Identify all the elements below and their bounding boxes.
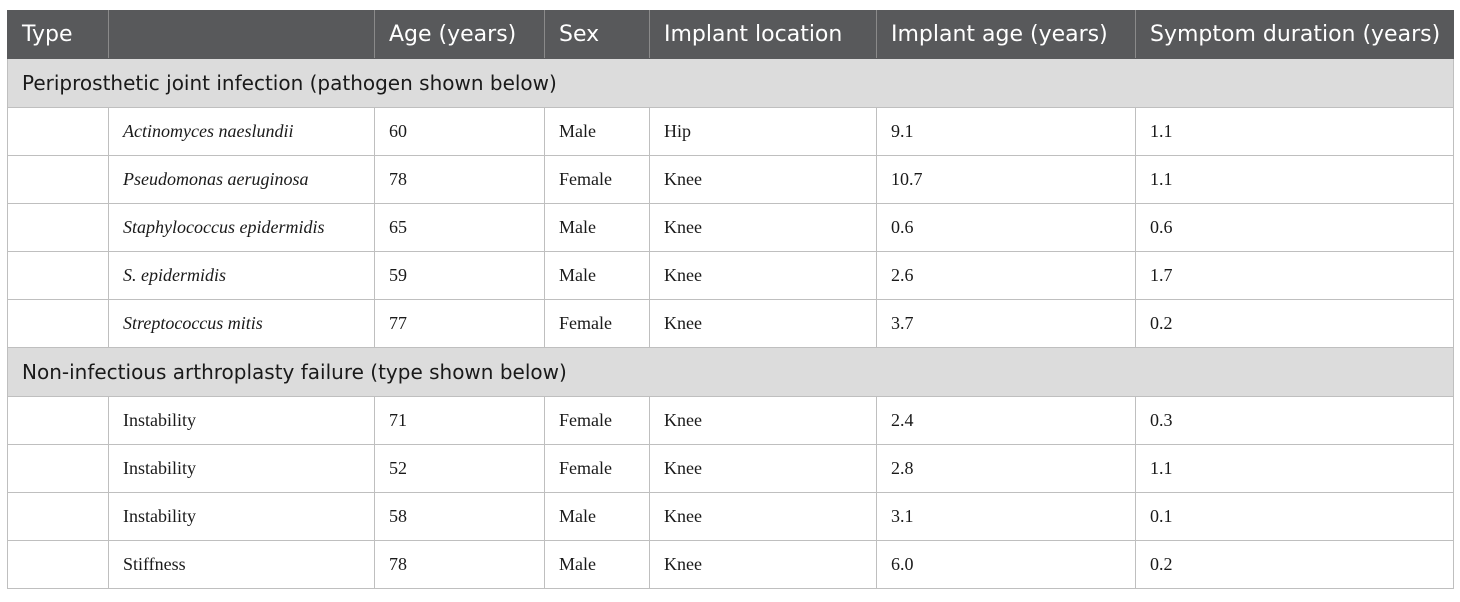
type-cell [7,107,109,156]
header-implant-age: Implant age (years) [876,10,1136,59]
implant-age-cell: 3.1 [876,492,1136,541]
table-row: Actinomyces naeslundii 60 Male Hip 9.1 1.1 [7,107,1454,156]
symptom-duration-cell: 0.6 [1135,203,1454,252]
name-cell: S. epidermidis [108,251,375,300]
type-cell [7,444,109,493]
age-cell: 58 [374,492,545,541]
section-title: Periprosthetic joint infection (pathogen… [7,58,1454,108]
implant-location-cell: Knee [649,396,877,445]
age-cell: 60 [374,107,545,156]
symptom-duration-cell: 0.2 [1135,540,1454,589]
table-row: Streptococcus mitis 77 Female Knee 3.7 0.2 [7,299,1454,348]
table-row: Pseudomonas aeruginosa 78 Female Knee 10.7 1.… [7,155,1454,204]
name-cell: Instability [108,396,375,445]
header-implant-location: Implant location [649,10,877,59]
table-row: Instability 71 Female Knee 2.4 0.3 [7,396,1454,445]
age-cell: 78 [374,155,545,204]
implant-age-cell: 9.1 [876,107,1136,156]
sex-cell: Female [544,299,650,348]
type-cell [7,396,109,445]
sex-cell: Male [544,107,650,156]
sex-cell: Male [544,251,650,300]
symptom-duration-cell: 1.1 [1135,444,1454,493]
age-cell: 77 [374,299,545,348]
symptom-duration-cell: 0.2 [1135,299,1454,348]
age-cell: 59 [374,251,545,300]
section-header-row: Periprosthetic joint infection (pathogen… [7,58,1454,108]
implant-age-cell: 10.7 [876,155,1136,204]
sex-cell: Male [544,492,650,541]
name-cell: Staphylococcus epidermidis [108,203,375,252]
type-cell [7,540,109,589]
table-row: Instability 58 Male Knee 3.1 0.1 [7,492,1454,541]
implant-location-cell: Knee [649,251,877,300]
implant-location-cell: Knee [649,299,877,348]
header-symptom-duration: Symptom duration (years) [1135,10,1454,59]
implant-location-cell: Knee [649,203,877,252]
implant-age-cell: 6.0 [876,540,1136,589]
symptom-duration-cell: 1.1 [1135,155,1454,204]
name-cell: Instability [108,444,375,493]
implant-age-cell: 2.8 [876,444,1136,493]
sex-cell: Female [544,396,650,445]
age-cell: 71 [374,396,545,445]
implant-age-cell: 0.6 [876,203,1136,252]
type-cell [7,492,109,541]
implant-location-cell: Hip [649,107,877,156]
implant-location-cell: Knee [649,492,877,541]
table-row: Staphylococcus epidermidis 65 Male Knee 0.6 0… [7,203,1454,252]
header-type: Type [7,10,109,59]
patient-table: Type Age (years) Sex Implant location Im… [7,10,1454,589]
type-cell [7,251,109,300]
type-cell [7,155,109,204]
implant-age-cell: 3.7 [876,299,1136,348]
sex-cell: Female [544,444,650,493]
sex-cell: Female [544,155,650,204]
name-cell: Streptococcus mitis [108,299,375,348]
age-cell: 52 [374,444,545,493]
implant-age-cell: 2.6 [876,251,1136,300]
table-row: Stiffness 78 Male Knee 6.0 0.2 [7,540,1454,589]
type-cell [7,203,109,252]
table-row: Instability 52 Female Knee 2.8 1.1 [7,444,1454,493]
type-cell [7,299,109,348]
sex-cell: Male [544,203,650,252]
section-title: Non-infectious arthroplasty failure (typ… [7,347,1454,397]
header-row: Type Age (years) Sex Implant location Im… [7,10,1454,59]
header-name [108,10,375,59]
name-cell: Instability [108,492,375,541]
symptom-duration-cell: 0.3 [1135,396,1454,445]
header-sex: Sex [544,10,650,59]
symptom-duration-cell: 1.1 [1135,107,1454,156]
name-cell: Pseudomonas aeruginosa [108,155,375,204]
name-cell: Actinomyces naeslundii [108,107,375,156]
implant-age-cell: 2.4 [876,396,1136,445]
symptom-duration-cell: 0.1 [1135,492,1454,541]
implant-location-cell: Knee [649,444,877,493]
age-cell: 65 [374,203,545,252]
header-age: Age (years) [374,10,545,59]
name-cell: Stiffness [108,540,375,589]
sex-cell: Male [544,540,650,589]
section-header-row: Non-infectious arthroplasty failure (typ… [7,347,1454,397]
implant-location-cell: Knee [649,155,877,204]
symptom-duration-cell: 1.7 [1135,251,1454,300]
implant-location-cell: Knee [649,540,877,589]
table-row: S. epidermidis 59 Male Knee 2.6 1.7 [7,251,1454,300]
age-cell: 78 [374,540,545,589]
